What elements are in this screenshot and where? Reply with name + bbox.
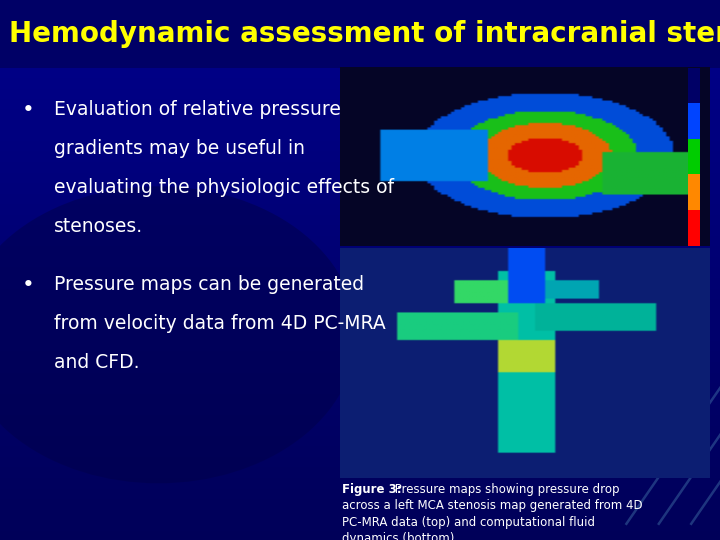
Text: •: • xyxy=(22,275,35,295)
Bar xyxy=(688,174,700,210)
Text: stenoses.: stenoses. xyxy=(54,217,143,235)
Text: from velocity data from 4D PC-MRA: from velocity data from 4D PC-MRA xyxy=(54,314,386,333)
Ellipse shape xyxy=(0,186,356,483)
Bar xyxy=(688,210,700,246)
Text: Pressure maps can be generated: Pressure maps can be generated xyxy=(54,275,364,294)
Text: evaluating the physiologic effects of: evaluating the physiologic effects of xyxy=(54,178,394,197)
Text: Evaluation of relative pressure: Evaluation of relative pressure xyxy=(54,100,341,119)
Text: and CFD.: and CFD. xyxy=(54,353,140,372)
Text: PC-MRA data (top) and computational fluid: PC-MRA data (top) and computational flui… xyxy=(342,516,595,529)
Text: Figure 3:: Figure 3: xyxy=(342,483,402,496)
Text: gradients may be useful in: gradients may be useful in xyxy=(54,139,305,158)
Bar xyxy=(688,139,700,174)
Text: dynamics (bottom): dynamics (bottom) xyxy=(342,532,454,540)
Text: •: • xyxy=(22,100,35,120)
Bar xyxy=(688,103,700,139)
Text: across a left MCA stenosis map generated from 4D: across a left MCA stenosis map generated… xyxy=(342,500,643,512)
Bar xyxy=(0,0,720,68)
Text: Pressure maps showing pressure drop: Pressure maps showing pressure drop xyxy=(391,483,619,496)
Bar xyxy=(688,68,700,103)
Text: Hemodynamic assessment of intracranial stenosis (cont): Hemodynamic assessment of intracranial s… xyxy=(9,20,720,48)
